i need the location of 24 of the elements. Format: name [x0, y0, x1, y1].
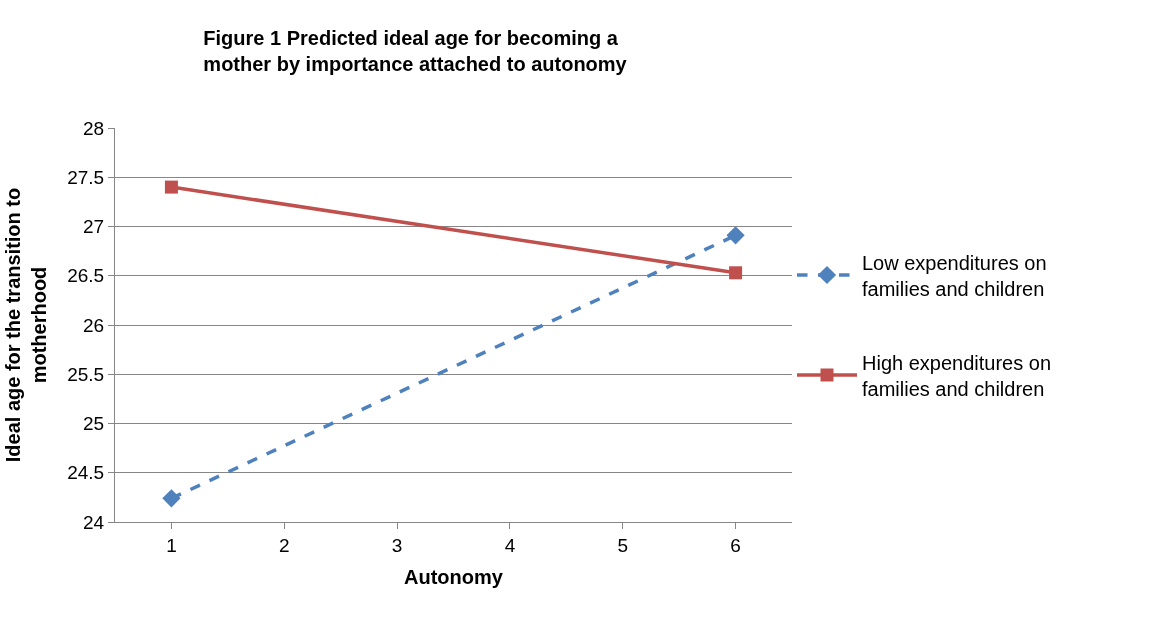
y-tick-label: 27.5 — [67, 166, 105, 188]
point — [164, 180, 178, 194]
x-tick-label: 6 — [730, 534, 741, 556]
legend-label: Low expenditures on families and children — [862, 251, 1047, 300]
x-tick-label: 3 — [391, 534, 403, 556]
point — [162, 489, 181, 508]
y-tick-label: 24.5 — [67, 462, 105, 484]
x-tick-label: 5 — [617, 534, 629, 556]
y-tick-label: 25.5 — [67, 363, 105, 385]
point — [729, 266, 743, 280]
legend-label: High expenditures on families and children — [862, 351, 1052, 400]
y-tick-label: 24 — [83, 511, 105, 533]
y-tick-label: 26 — [83, 314, 105, 336]
y-tick-label: 25 — [83, 413, 105, 435]
x-axis-title: Autonomy — [404, 566, 504, 589]
y-tick-label: 27 — [83, 216, 105, 238]
x-tick-label: 2 — [278, 534, 290, 556]
y-tick-label: 26.5 — [67, 265, 105, 287]
point — [726, 226, 745, 245]
x-tick-label: 4 — [504, 534, 516, 556]
y-axis-title: Ideal age for the transition to motherhood — [1, 187, 50, 463]
y-tick-label: 28 — [83, 117, 105, 139]
x-tick-label: 1 — [166, 534, 177, 556]
chart-title: Figure 1 Predicted ideal age for becoming a mother by importance attached to autonomy — [203, 26, 628, 75]
